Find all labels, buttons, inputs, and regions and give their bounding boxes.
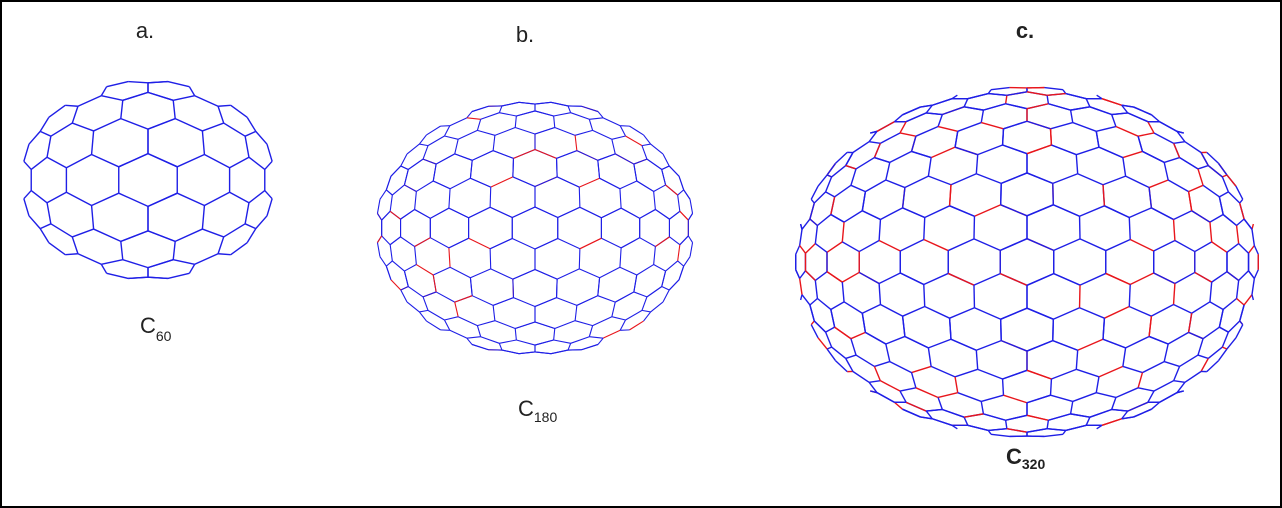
bond	[490, 249, 491, 269]
panel-label: c.	[1016, 18, 1034, 43]
bond	[218, 105, 231, 106]
formula-base: C	[140, 313, 156, 338]
bond	[1051, 129, 1052, 145]
formula-sub: 320	[1022, 456, 1046, 472]
formula-sub: 180	[534, 409, 558, 425]
bond	[490, 187, 491, 207]
bond	[513, 158, 514, 176]
bond	[1051, 379, 1052, 395]
formula-base: C	[518, 396, 534, 421]
formula-sub: 60	[156, 328, 172, 344]
figure: a. b. c. C60 C180 C320	[0, 0, 1282, 508]
bond	[579, 187, 580, 207]
bond	[65, 105, 78, 106]
bond	[1003, 379, 1004, 395]
frame	[1, 1, 1281, 507]
bond	[924, 284, 925, 306]
bond	[513, 279, 514, 297]
bond	[65, 254, 78, 255]
bond	[579, 249, 580, 269]
bond	[557, 158, 558, 176]
page: a. b. c. C60 C180 C320 (() => { const da…	[0, 0, 1282, 508]
bond	[1003, 129, 1004, 145]
bond	[924, 217, 925, 239]
bond	[1129, 217, 1130, 239]
bond	[1129, 284, 1130, 306]
formula-base: C	[1006, 444, 1022, 469]
panel-label: b.	[516, 22, 534, 47]
bond	[218, 254, 231, 255]
panel-label: a.	[136, 18, 154, 43]
bond	[557, 279, 558, 297]
